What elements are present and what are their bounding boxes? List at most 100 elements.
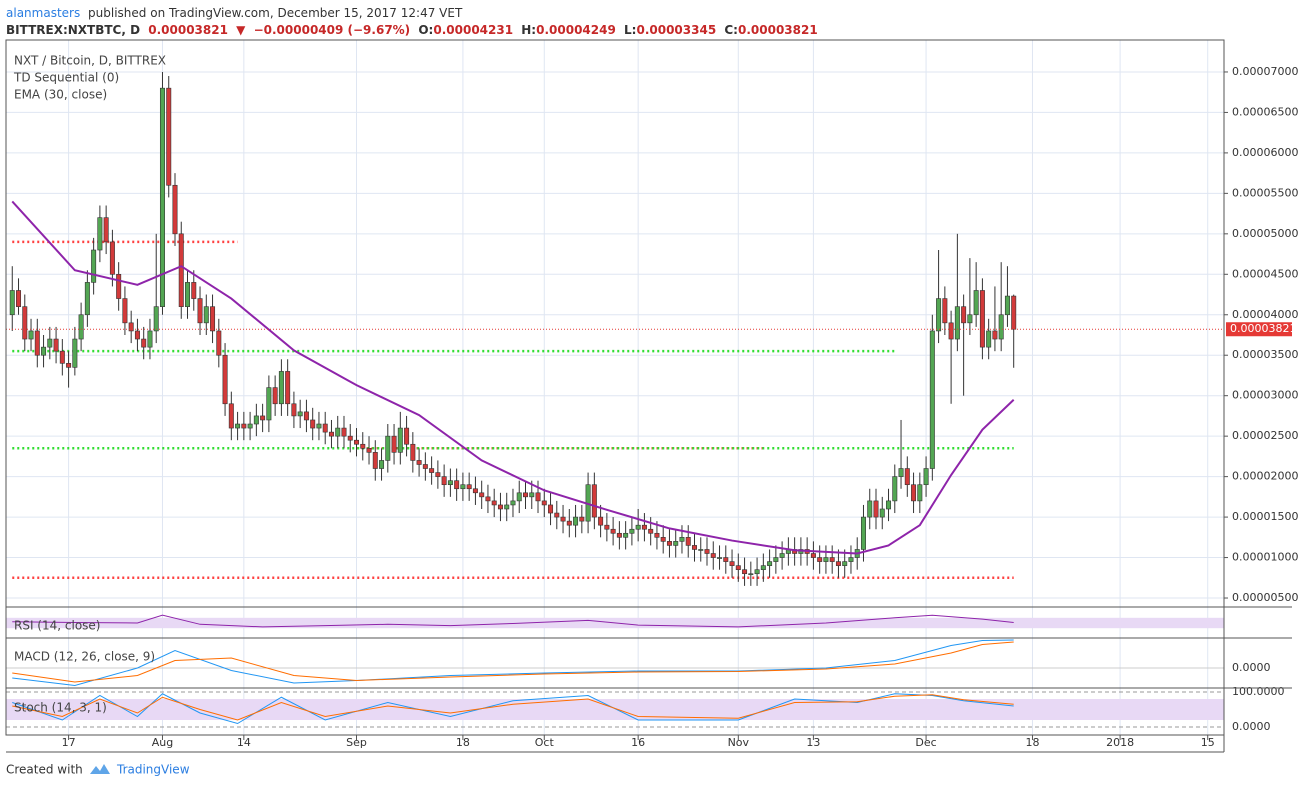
candle-body bbox=[911, 484, 917, 502]
candle-body bbox=[166, 87, 172, 186]
author[interactable]: alanmasters bbox=[6, 6, 80, 20]
candle-body bbox=[472, 488, 478, 494]
candle-body bbox=[429, 468, 435, 473]
candle-body bbox=[285, 371, 291, 405]
macd-tick-label: 0.0000 bbox=[1232, 661, 1271, 674]
candle-body bbox=[59, 350, 65, 364]
candle-body bbox=[535, 492, 541, 502]
candle-body bbox=[216, 330, 222, 356]
tradingview-logo[interactable] bbox=[90, 764, 110, 774]
candle-body bbox=[979, 290, 985, 348]
y-tick-label: 0.00005000 bbox=[1232, 227, 1298, 240]
candle-body bbox=[172, 184, 178, 235]
candle-body bbox=[748, 573, 754, 576]
candle-body bbox=[723, 557, 729, 562]
candle-body bbox=[986, 330, 992, 348]
candle-body bbox=[347, 435, 353, 441]
candle-body bbox=[328, 431, 334, 437]
candle-body bbox=[291, 403, 297, 417]
candle-body bbox=[391, 435, 397, 453]
candle-body bbox=[210, 306, 216, 332]
candle-body bbox=[616, 532, 622, 538]
ema-line bbox=[11, 200, 1015, 555]
candle-body bbox=[153, 306, 159, 332]
candle-body bbox=[604, 524, 610, 530]
candle-body bbox=[710, 553, 716, 558]
candle-body bbox=[541, 500, 547, 506]
candle-body bbox=[673, 541, 679, 546]
candle-body bbox=[203, 306, 209, 324]
x-tick-label: 13 bbox=[806, 736, 820, 749]
candle-body bbox=[228, 403, 234, 429]
x-tick-label: 2018 bbox=[1106, 736, 1134, 749]
y-tick-label: 0.00006000 bbox=[1232, 146, 1298, 159]
candle-body bbox=[122, 298, 128, 324]
published: published on TradingView.com, December 1… bbox=[88, 6, 463, 20]
candle-body bbox=[103, 217, 109, 243]
candle-body bbox=[185, 282, 191, 307]
candle-body bbox=[691, 545, 697, 550]
candle-body bbox=[810, 553, 816, 558]
candle-body bbox=[84, 282, 90, 316]
x-tick-label: 15 bbox=[1201, 736, 1215, 749]
candle-body bbox=[610, 528, 616, 534]
candle-body bbox=[948, 322, 954, 340]
candle-body bbox=[441, 476, 447, 486]
candle-body bbox=[635, 524, 641, 530]
chart-frame bbox=[5, 39, 1225, 736]
c-label: C: bbox=[724, 23, 738, 37]
h-label: H: bbox=[521, 23, 536, 37]
candle-body bbox=[422, 464, 428, 469]
c-value: 0.00003821 bbox=[738, 23, 818, 37]
candle-body bbox=[554, 512, 560, 518]
candle-body bbox=[410, 443, 416, 461]
candle-body bbox=[222, 354, 228, 405]
candle-body bbox=[773, 557, 779, 562]
y-tick-label: 0.00004500 bbox=[1232, 267, 1298, 280]
candle-body bbox=[253, 415, 259, 425]
y-tick-label: 0.00001000 bbox=[1232, 551, 1298, 564]
candle-body bbox=[360, 443, 366, 449]
candle-body bbox=[322, 423, 328, 433]
change: −0.00000409 (−9.67%) bbox=[254, 23, 411, 37]
candle-body bbox=[159, 87, 165, 307]
candle-body bbox=[460, 484, 466, 490]
x-tick-label: 14 bbox=[237, 736, 251, 749]
candle-body bbox=[447, 480, 453, 486]
candle-body bbox=[698, 549, 704, 551]
candle-body bbox=[116, 273, 122, 299]
plot: 17 Aug 14 Sep 18 Oct 16 Nov 13 Dec 18 2018 150.00000… bbox=[6, 40, 1298, 749]
candle-body bbox=[66, 363, 72, 368]
candle-body bbox=[1011, 295, 1017, 330]
candle-body bbox=[141, 338, 147, 348]
chart-title: NXT / Bitcoin, D, BITTREX bbox=[14, 54, 166, 68]
candle-body bbox=[685, 537, 691, 546]
candle-body bbox=[34, 330, 40, 356]
candle-body bbox=[961, 306, 967, 324]
o-value: 0.00004231 bbox=[433, 23, 513, 37]
stoch-tick-label: 0.0000 bbox=[1232, 720, 1271, 733]
candle-body bbox=[529, 492, 535, 498]
candle-body bbox=[397, 427, 403, 453]
x-tick-label: Nov bbox=[728, 736, 750, 749]
arrow: ▼ bbox=[236, 23, 246, 37]
candle-body bbox=[335, 427, 341, 437]
tradingview-link[interactable]: TradingView bbox=[116, 763, 190, 777]
candle-body bbox=[41, 346, 47, 356]
candle-body bbox=[817, 557, 823, 562]
candle-body bbox=[491, 500, 497, 506]
candle-body bbox=[266, 387, 272, 421]
candle-body bbox=[485, 496, 491, 502]
candle-body bbox=[573, 516, 579, 526]
candle-body bbox=[435, 472, 441, 477]
candle-body bbox=[579, 516, 585, 522]
candle-body bbox=[829, 557, 835, 562]
candle-body bbox=[623, 532, 629, 538]
candle-body bbox=[998, 314, 1004, 340]
macd-line bbox=[12, 639, 1014, 687]
candle-body bbox=[842, 561, 848, 566]
candle-body bbox=[241, 423, 247, 429]
candle-body bbox=[867, 500, 873, 518]
candle-body bbox=[754, 569, 760, 575]
